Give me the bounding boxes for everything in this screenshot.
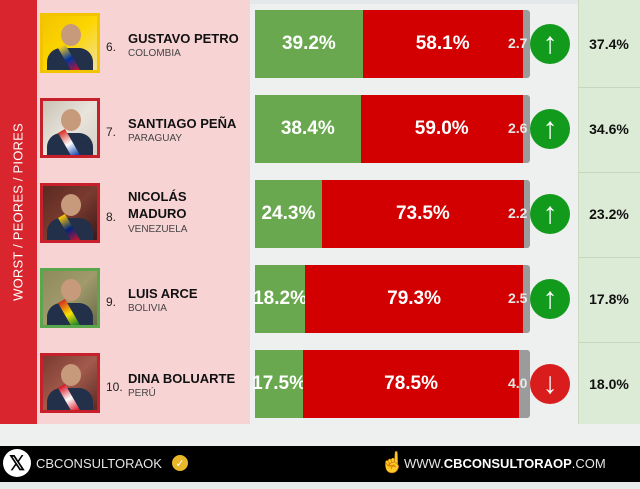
rank-number: 9. [106, 295, 117, 309]
table-row: 6. GUSTAVO PETRO COLOMBIA 39.2% 58.1% 2.… [0, 10, 640, 80]
row-divider [579, 87, 640, 88]
no-answer-value: 4.0 [508, 375, 528, 391]
approve-segment: 18.2% [253, 265, 307, 333]
hand-pointer-icon: ☝ [380, 452, 405, 474]
approval-bar: 17.5% 78.5% [252, 350, 530, 418]
arrow-up-icon: ↑ [530, 24, 570, 64]
leader-country: PARAGUAY [128, 133, 183, 144]
leader-photo [40, 98, 100, 158]
arrow-down-icon: ↓ [530, 364, 570, 404]
previous-approval: 23.2% [589, 206, 629, 222]
rank-number: 10. [106, 380, 123, 394]
no-answer-segment [522, 95, 530, 163]
disapprove-segment: 58.1% [362, 10, 523, 78]
footer-bar: 𝕏 CBCONSULTORAOK ✓ ☝ WWW.CBCONSULTORAOP.… [0, 446, 640, 482]
previous-approval: 34.6% [589, 121, 629, 137]
row-divider [579, 172, 640, 173]
x-logo-icon[interactable]: 𝕏 [3, 449, 31, 477]
arrow-up-icon: ↑ [530, 194, 570, 234]
no-answer-value: 2.7 [508, 35, 528, 51]
leader-photo [40, 183, 100, 243]
side-label-stripe: WORST / PEORES / PIORES [0, 0, 37, 424]
leader-name: GUSTAVO PETRO [128, 31, 239, 46]
no-answer-value: 2.2 [508, 205, 528, 221]
table-row: 9. LUIS ARCE BOLIVIA 18.2% 79.3% 2.5 ↑ 1… [0, 265, 640, 335]
social-handle[interactable]: CBCONSULTORAOK [36, 456, 162, 471]
previous-approval: 17.8% [589, 291, 629, 307]
no-answer-segment [523, 265, 530, 333]
leader-country: BOLIVIA [128, 303, 167, 314]
table-row: 8. NICOLÁS MADURO VENEZUELA 24.3% 73.5% 2… [0, 180, 640, 250]
leader-country: VENEZUELA [128, 224, 188, 235]
leader-name: DINA BOLUARTE [128, 371, 236, 386]
rank-number: 6. [106, 40, 117, 54]
no-answer-segment [519, 350, 530, 418]
approval-bar: 24.3% 73.5% [255, 180, 530, 248]
rank-number: 8. [106, 210, 117, 224]
leader-photo [40, 13, 100, 73]
approve-segment: 39.2% [255, 10, 363, 78]
arrow-up-icon: ↑ [530, 109, 570, 149]
top-strip [0, 0, 640, 4]
table-row: 7. SANTIAGO PEÑA PARAGUAY 38.4% 59.0% 2.… [0, 95, 640, 165]
row-divider [579, 342, 640, 343]
approval-bar: 38.4% 59.0% [255, 95, 530, 163]
leader-name: SANTIAGO PEÑA [128, 116, 237, 131]
leader-photo [40, 353, 100, 413]
leader-country: COLOMBIA [128, 48, 181, 59]
row-divider [579, 257, 640, 258]
bottom-strip [0, 482, 640, 489]
website-link[interactable]: WWW.CBCONSULTORAOP.COM [404, 456, 606, 471]
no-answer-value: 2.6 [508, 120, 528, 136]
arrow-up-icon: ↑ [530, 279, 570, 319]
disapprove-segment: 79.3% [305, 265, 524, 333]
approve-segment: 24.3% [255, 180, 322, 248]
table-row: 10. DINA BOLUARTE PERÚ 17.5% 78.5% 4.0 ↓… [0, 350, 640, 420]
approve-segment: 38.4% [255, 95, 361, 163]
leader-country: PERÚ [128, 388, 156, 399]
no-answer-segment [522, 10, 530, 78]
approval-bar: 39.2% 58.1% [255, 10, 530, 78]
leader-photo [40, 268, 100, 328]
previous-approval: 18.0% [589, 376, 629, 392]
disapprove-segment: 78.5% [303, 350, 519, 418]
leader-name: LUIS ARCE [128, 286, 198, 301]
no-answer-value: 2.5 [508, 290, 528, 306]
previous-values-panel [578, 0, 640, 424]
verified-badge-icon: ✓ [172, 455, 188, 471]
previous-approval: 37.4% [589, 36, 629, 52]
approve-segment: 17.5% [252, 350, 306, 418]
disapprove-segment: 73.5% [321, 180, 524, 248]
rank-number: 7. [106, 125, 117, 139]
no-answer-segment [523, 180, 530, 248]
leader-name: NICOLÁS MADURO [128, 189, 187, 221]
approval-bar: 18.2% 79.3% [253, 265, 530, 333]
disapprove-segment: 59.0% [360, 95, 523, 163]
